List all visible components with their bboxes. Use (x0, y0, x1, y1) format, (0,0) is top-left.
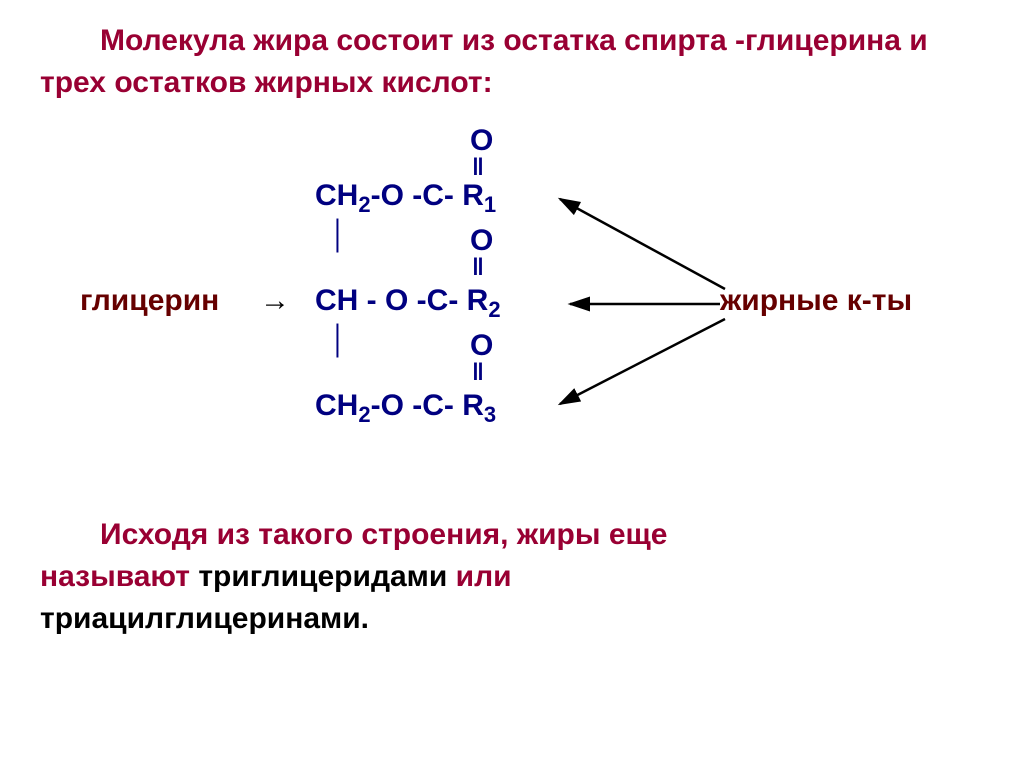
footer-line-1: Исходя из такого строения, жиры еще (40, 514, 984, 556)
heading-text: Молекула жира состоит из остатка спирта … (40, 20, 984, 104)
formula-row-2: CH - O -C- R2 (315, 284, 501, 323)
double-bond-1: ǁ (472, 154, 481, 182)
arrow-glycerin-icon: → (260, 284, 290, 318)
footer-text: Исходя из такого строения, жиры еще назы… (40, 514, 984, 640)
double-bond-2: ǁ (472, 254, 481, 282)
footer-line-2: называют триглицеридами или (40, 556, 984, 598)
formula-row-1: CH2-O -C- R1 (315, 179, 496, 218)
vertical-bond-1: │ (330, 219, 348, 251)
double-bond-3: ǁ (472, 359, 481, 387)
formula-row-3: CH2-O -C- R3 (315, 389, 496, 428)
formula-diagram: O ǁ CH2-O -C- R1 │ O ǁ глицерин → CH - O… (40, 124, 984, 494)
oxygen-3: O (470, 329, 493, 363)
fatty-acids-label: жирные к-ты (720, 284, 912, 318)
footer-line-3: триацилглицеринами. (40, 598, 984, 640)
oxygen-2: O (470, 224, 493, 258)
vertical-bond-2: │ (330, 324, 348, 356)
oxygen-1: O (470, 124, 493, 158)
glycerin-label: глицерин (80, 284, 219, 318)
